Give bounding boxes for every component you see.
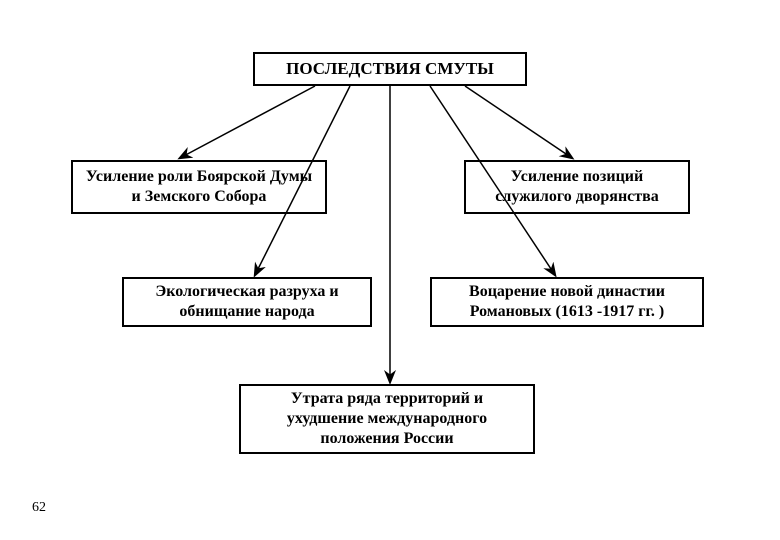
page-number: 62	[32, 500, 46, 516]
consequence-box-territories: Утрата ряда территорий и ухудшение между…	[239, 384, 535, 454]
consequence-box-razrukha: Экологическая разруха и обнищание народа	[122, 277, 372, 327]
consequence-box-boyar-duma: Усиление роли Боярской Думы и Земского С…	[71, 160, 327, 214]
consequence-box-dvoryanstvo: Усиление позиций служилого дворянства	[464, 160, 690, 214]
arrow-line	[465, 86, 572, 158]
consequence-text: Воцарение новой династии Романовых (1613…	[442, 282, 692, 322]
diagram-title-box: ПОСЛЕДСТВИЯ СМУТЫ	[253, 52, 527, 86]
consequence-box-romanov: Воцарение новой династии Романовых (1613…	[430, 277, 704, 327]
consequence-text: Усиление позиций служилого дворянства	[476, 167, 678, 207]
consequence-text: Усиление роли Боярской Думы и Земского С…	[83, 167, 315, 207]
page-number-text: 62	[32, 500, 46, 515]
arrow-line	[180, 86, 315, 158]
consequence-text: Утрата ряда территорий и ухудшение между…	[251, 389, 523, 449]
consequence-text: Экологическая разруха и обнищание народа	[134, 282, 360, 322]
diagram-title-text: ПОСЛЕДСТВИЯ СМУТЫ	[286, 58, 494, 79]
